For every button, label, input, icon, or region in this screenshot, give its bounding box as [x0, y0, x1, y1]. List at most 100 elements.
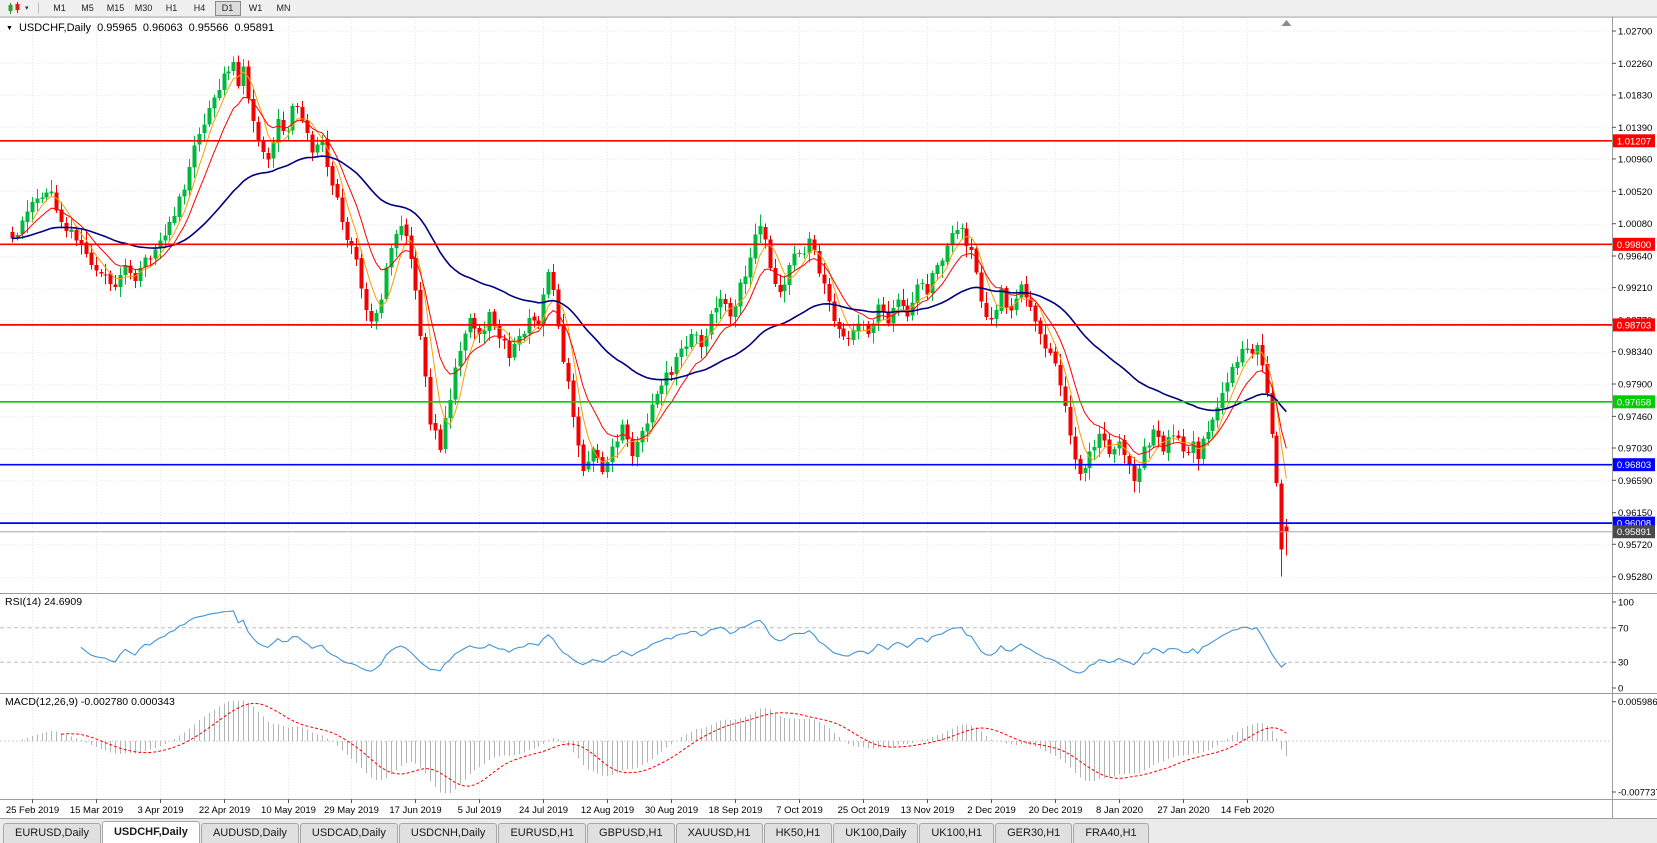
price-axis[interactable]: 1.02700 1.02260 1.01830 1.01390 1.00960 1.005… — [1612, 26, 1657, 798]
macd-signal-line — [61, 702, 1287, 787]
chart-type-button[interactable]: ▾ — [4, 1, 32, 16]
hline-price-label: 0.96803 — [1613, 458, 1655, 472]
svg-text:0.99800: 0.99800 — [1617, 240, 1651, 251]
svg-text:0.005986: 0.005986 — [1618, 697, 1657, 708]
rsi-line — [80, 610, 1287, 674]
hline-price-label: 0.98703 — [1613, 318, 1655, 331]
chart-shift-marker-icon[interactable] — [1281, 20, 1292, 26]
tab-gbpusd-h1[interactable]: GBPUSD,H1 — [587, 823, 675, 843]
svg-text:22 Apr 2019: 22 Apr 2019 — [199, 805, 250, 816]
chart-tab-bar: EURUSD,Daily USDCHF,Daily AUDUSD,Daily U… — [0, 818, 1657, 843]
svg-text:0.98703: 0.98703 — [1617, 320, 1651, 331]
svg-text:0.96008: 0.96008 — [1617, 519, 1651, 530]
price-chart-canvas[interactable]: 1.02700 1.02260 1.01830 1.01390 1.00960 1.005… — [0, 17, 1657, 818]
svg-text:5 Jul 2019: 5 Jul 2019 — [458, 805, 502, 816]
timeframe-m30-button[interactable]: M30 — [131, 1, 157, 16]
timeframe-m15-button[interactable]: M15 — [103, 1, 129, 16]
svg-text:1.01207: 1.01207 — [1617, 136, 1651, 147]
svg-text:1.02260: 1.02260 — [1618, 59, 1652, 70]
hline-price-label: 0.99800 — [1613, 237, 1655, 251]
panel-separators — [0, 17, 1657, 818]
timeframe-mn-button[interactable]: MN — [271, 1, 297, 16]
tab-ger30-h1[interactable]: GER30,H1 — [995, 823, 1073, 843]
svg-text:0.98340: 0.98340 — [1618, 347, 1652, 358]
timeframe-d1-button[interactable]: D1 — [214, 0, 241, 16]
chart-background[interactable] — [0, 17, 1657, 818]
svg-text:0.95891: 0.95891 — [1617, 527, 1651, 538]
svg-text:13 Nov 2019: 13 Nov 2019 — [901, 805, 955, 816]
svg-text:25 Oct 2019: 25 Oct 2019 — [838, 805, 890, 816]
svg-text:0.97030: 0.97030 — [1618, 443, 1652, 454]
svg-text:12 Aug 2019: 12 Aug 2019 — [581, 805, 634, 816]
svg-text:15 Mar 2019: 15 Mar 2019 — [70, 805, 123, 816]
toolbar-separator — [37, 2, 39, 14]
svg-text:10 May 2019: 10 May 2019 — [261, 805, 316, 816]
svg-text:1.01830: 1.01830 — [1618, 90, 1652, 101]
ma-slow-line — [11, 155, 1287, 413]
svg-text:30: 30 — [1618, 658, 1629, 669]
timeframe-h1-button[interactable]: H1 — [159, 1, 185, 16]
date-axis[interactable]: 25 Feb 2019 15 Mar 2019 3 Apr 2019 22 Apr 2… — [6, 799, 1274, 816]
timeframe-m1-button[interactable]: M1 — [47, 1, 73, 16]
timeframe-m5-button[interactable]: M5 — [75, 1, 101, 16]
svg-text:25 Feb 2019: 25 Feb 2019 — [6, 805, 59, 816]
svg-text:18 Sep 2019: 18 Sep 2019 — [709, 805, 763, 816]
svg-text:3 Apr 2019: 3 Apr 2019 — [138, 805, 184, 816]
tab-eurusd-h1[interactable]: EURUSD,H1 — [498, 823, 587, 843]
svg-text:0.95720: 0.95720 — [1618, 540, 1652, 551]
tab-usdcad-daily[interactable]: USDCAD,Daily — [299, 823, 398, 843]
macd-histogram — [22, 700, 1287, 794]
svg-text:24 Jul 2019: 24 Jul 2019 — [519, 805, 568, 816]
bid-price-label: 0.95891 — [1613, 525, 1655, 538]
tab-usdcnh-daily[interactable]: USDCNH,Daily — [398, 823, 498, 843]
tab-uk100-h1[interactable]: UK100,H1 — [919, 823, 995, 843]
tab-fra40-h1[interactable]: FRA40,H1 — [1073, 823, 1149, 843]
ohlc-high: 0.96063 — [142, 22, 183, 34]
rsi-label: RSI(14) 24.6909 — [5, 596, 83, 608]
svg-text:0.97658: 0.97658 — [1617, 397, 1651, 408]
tab-eurusd-daily[interactable]: EURUSD,Daily — [3, 823, 101, 843]
svg-text:0.99210: 0.99210 — [1618, 283, 1652, 294]
svg-text:20 Dec 2019: 20 Dec 2019 — [1029, 805, 1083, 816]
candlestick-chart-icon — [8, 1, 20, 14]
svg-text:1.00520: 1.00520 — [1618, 187, 1652, 198]
ohlc-close: 0.95891 — [234, 22, 275, 34]
svg-text:2 Dec 2019: 2 Dec 2019 — [967, 805, 1016, 816]
svg-text:29 May 2019: 29 May 2019 — [324, 805, 379, 816]
svg-text:0.97900: 0.97900 — [1618, 379, 1652, 390]
tab-hk50-h1[interactable]: HK50,H1 — [763, 823, 833, 843]
tab-xauusd-h1[interactable]: XAUUSD,H1 — [675, 823, 763, 843]
candlesticks — [10, 55, 1289, 577]
svg-text:0.96150: 0.96150 — [1618, 508, 1652, 519]
timeframe-h4-button[interactable]: H4 — [187, 1, 213, 16]
chart-window: 1.02700 1.02260 1.01830 1.01390 1.00960 1.005… — [0, 17, 1657, 818]
svg-text:0.96803: 0.96803 — [1617, 460, 1651, 471]
macd-label: MACD(12,26,9) -0.002780 0.000343 — [5, 696, 175, 708]
ohlc-open: 0.95965 — [97, 22, 137, 34]
timeframe-toolbar: ▾ M1 M5 M15 M30 H1 H4 D1 W1 MN — [0, 0, 1657, 17]
svg-text:17 Jun 2019: 17 Jun 2019 — [389, 805, 441, 816]
ma-mid-line — [11, 96, 1287, 456]
svg-text:1.00080: 1.00080 — [1618, 219, 1652, 230]
chart-dropdown-icon[interactable]: ▼ — [6, 24, 13, 32]
chart-symbol: USDCHF,Daily — [18, 22, 92, 34]
timeframe-w1-button[interactable]: W1 — [243, 1, 269, 16]
svg-text:0.95280: 0.95280 — [1618, 572, 1652, 583]
svg-text:27 Jan 2020: 27 Jan 2020 — [1157, 805, 1209, 816]
hline-price-label: 1.01207 — [1613, 134, 1655, 148]
svg-text:8 Jan 2020: 8 Jan 2020 — [1096, 805, 1143, 816]
svg-text:30 Aug 2019: 30 Aug 2019 — [645, 805, 698, 816]
hline-price-label: 0.97658 — [1613, 395, 1655, 409]
tab-uk100-daily[interactable]: UK100,Daily — [833, 823, 919, 843]
svg-text:7 Oct 2019: 7 Oct 2019 — [776, 805, 822, 816]
svg-text:1.00960: 1.00960 — [1618, 154, 1652, 165]
svg-text:0.97460: 0.97460 — [1618, 412, 1652, 423]
tab-usdchf-daily[interactable]: USDCHF,Daily — [101, 821, 200, 843]
grid — [0, 17, 1612, 799]
svg-text:0: 0 — [1618, 684, 1623, 695]
svg-text:100: 100 — [1618, 598, 1634, 609]
chart-header: ▼ USDCHF,Daily 0.95965 0.96063 0.95566 0… — [6, 22, 274, 34]
ma-fast-line — [31, 71, 1287, 479]
tab-audusd-daily[interactable]: AUDUSD,Daily — [200, 823, 299, 843]
